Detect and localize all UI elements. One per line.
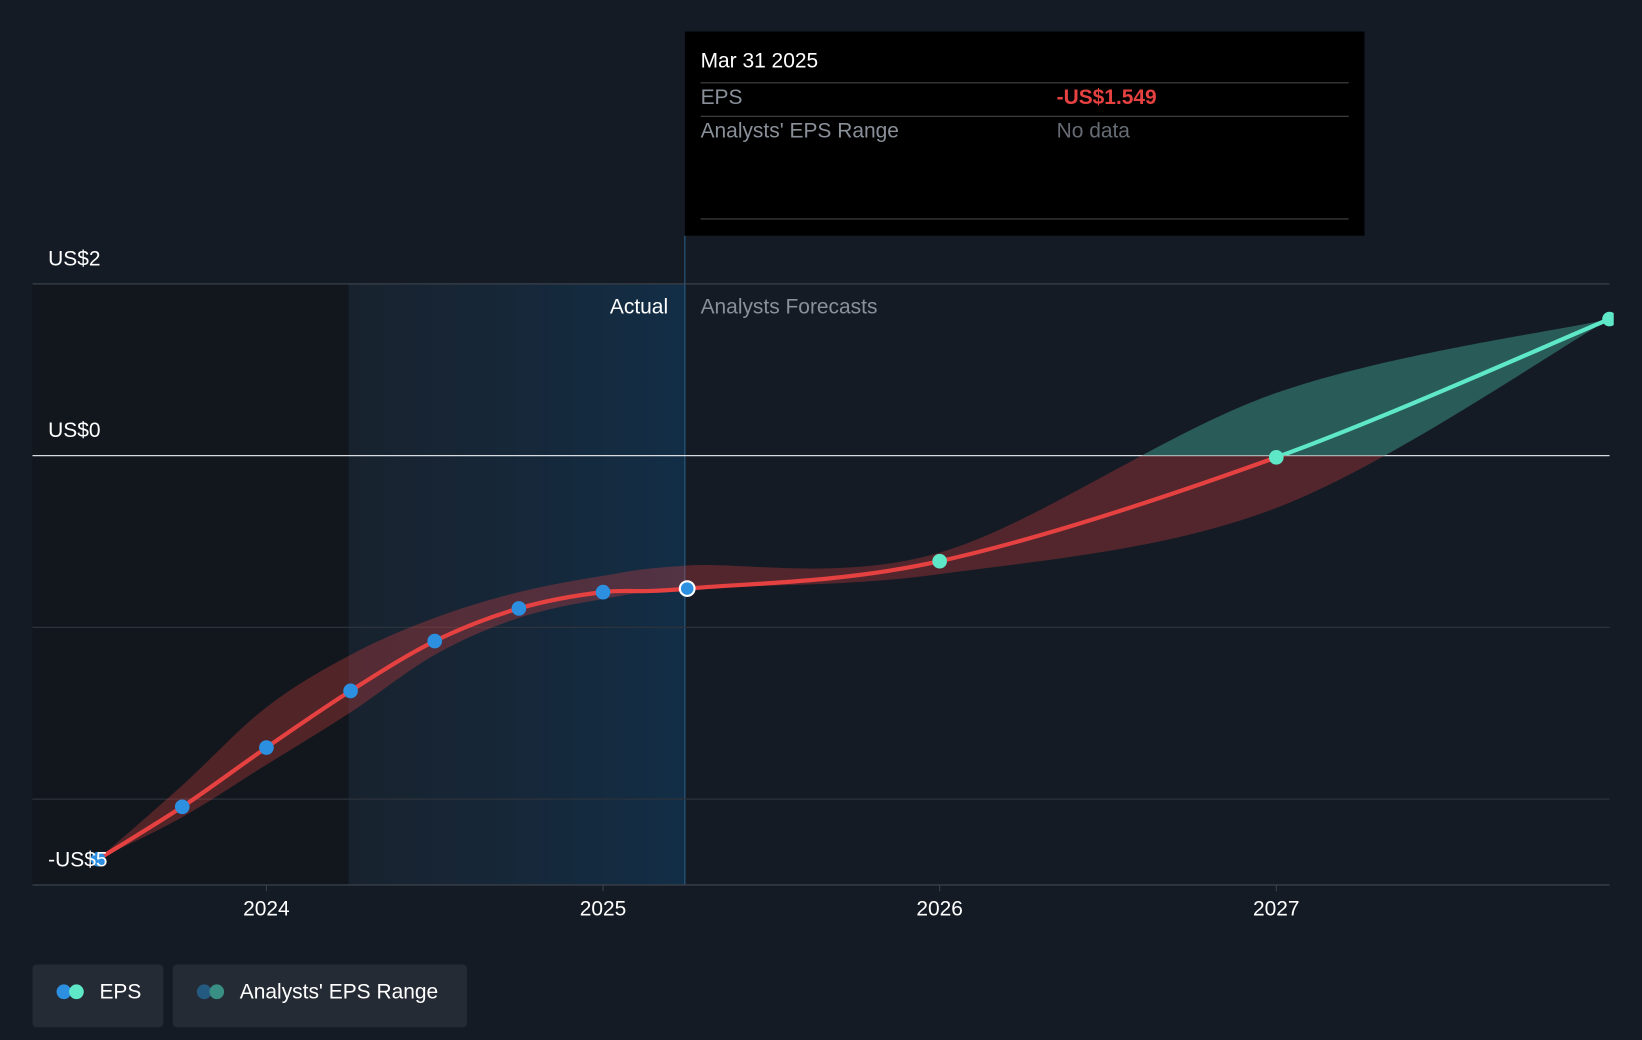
y-tick-label: US$2 xyxy=(48,247,100,270)
legend: EPS Analysts' EPS Range xyxy=(32,964,468,1028)
plot xyxy=(32,283,1614,886)
x-tick-label: 2025 xyxy=(580,898,627,921)
eps-point xyxy=(678,580,696,597)
tooltip-date: Mar 31 2025 xyxy=(701,49,819,72)
eps-point xyxy=(511,601,527,616)
y-tick-label: US$0 xyxy=(48,419,100,442)
legend-item-box[interactable] xyxy=(172,964,468,1028)
legend-swatch xyxy=(56,984,72,1000)
range-area xyxy=(98,455,1385,860)
eps-point xyxy=(932,553,947,569)
tooltip: Mar 31 2025 EPS -US$1.549 Analysts' EPS … xyxy=(684,31,1365,236)
legend-label: Analysts' EPS Range xyxy=(240,980,438,1003)
actual-highlight xyxy=(348,283,685,885)
legend-item-box[interactable] xyxy=(32,964,164,1028)
eps-point xyxy=(90,851,106,867)
tooltip-value: -US$1.549 xyxy=(1057,86,1157,109)
x-tick-label: 2024 xyxy=(243,898,290,921)
eps-point xyxy=(427,633,443,649)
y-tick-label: -US$5 xyxy=(48,848,107,871)
range-area xyxy=(1141,319,1610,456)
legend-label: EPS xyxy=(99,980,141,1003)
eps-point xyxy=(595,584,611,600)
legend-swatch xyxy=(196,984,212,1000)
eps-point xyxy=(343,683,358,699)
tooltip-value: No data xyxy=(1057,120,1131,143)
tooltip-box xyxy=(684,31,1365,236)
eps-point xyxy=(1602,311,1614,327)
eps-point xyxy=(259,740,274,755)
forecast-label: Analysts Forecasts xyxy=(701,295,878,318)
legend-swatch xyxy=(209,984,225,1000)
tooltip-label: Analysts' EPS Range xyxy=(701,120,899,143)
actual-label: Actual xyxy=(610,295,668,318)
past-region xyxy=(32,283,349,885)
eps-point xyxy=(1268,449,1284,465)
eps-point xyxy=(174,799,190,815)
x-tick-label: 2027 xyxy=(1253,898,1300,921)
x-tick-label: 2026 xyxy=(916,898,963,921)
tooltip-label: EPS xyxy=(701,86,743,109)
legend-swatch xyxy=(69,984,84,1000)
